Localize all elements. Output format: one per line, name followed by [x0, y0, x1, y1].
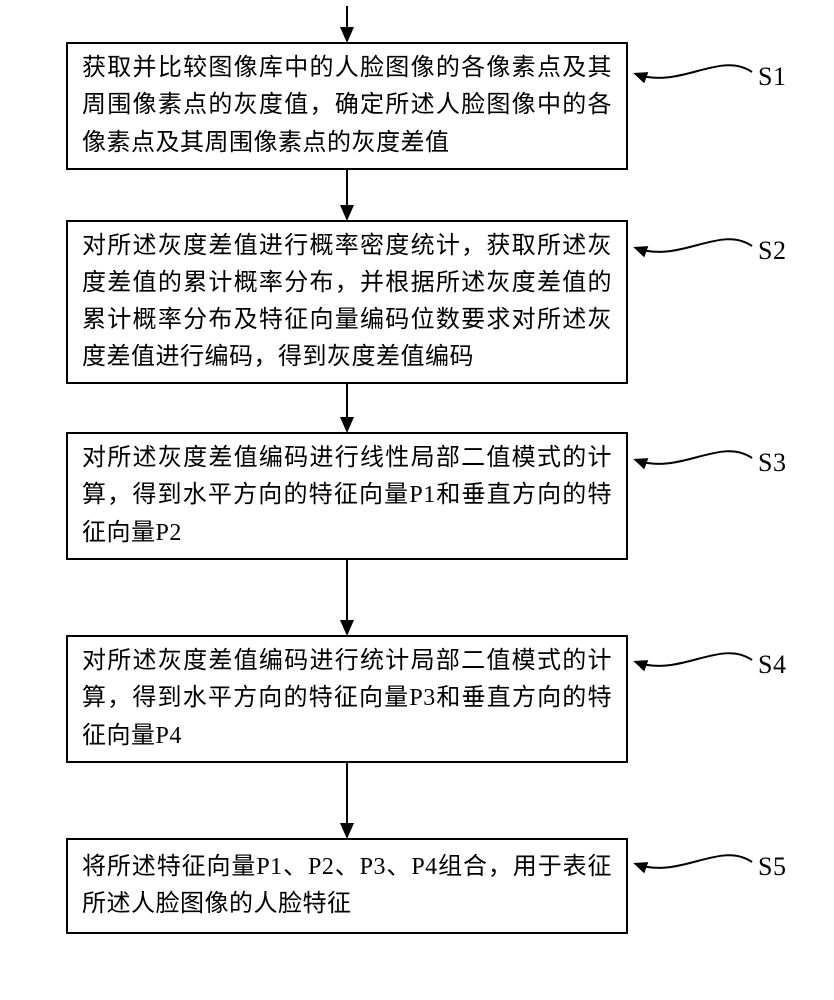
- connector-s2: [636, 239, 752, 252]
- step-box-s5: 将所述特征向量P1、P2、P3、P4组合，用于表征所述人脸图像的人脸特征: [66, 838, 628, 934]
- step-label-s5: S5: [758, 852, 786, 882]
- connector-s5: [636, 855, 752, 868]
- flowchart-canvas: 获取并比较图像库中的人脸图像的各像素点及其周围像素点的灰度值，确定所述人脸图像中…: [0, 0, 834, 1000]
- step-label-s4: S4: [758, 650, 786, 680]
- step-label-s1: S1: [758, 62, 786, 92]
- step-box-s2: 对所述灰度差值进行概率密度统计，获取所述灰度差值的累计概率分布，并根据所述灰度差…: [66, 220, 628, 384]
- step-text-s2: 对所述灰度差值进行概率密度统计，获取所述灰度差值的累计概率分布，并根据所述灰度差…: [82, 228, 612, 377]
- step-box-s3: 对所述灰度差值编码进行线性局部二值模式的计算，得到水平方向的特征向量P1和垂直方…: [66, 432, 628, 560]
- step-text-s3: 对所述灰度差值编码进行线性局部二值模式的计算，得到水平方向的特征向量P1和垂直方…: [82, 440, 612, 552]
- step-label-s2: S2: [758, 236, 786, 266]
- step-box-s4: 对所述灰度差值编码进行统计局部二值模式的计算，得到水平方向的特征向量P3和垂直方…: [66, 635, 628, 763]
- connector-s1: [636, 65, 752, 78]
- step-box-s1: 获取并比较图像库中的人脸图像的各像素点及其周围像素点的灰度值，确定所述人脸图像中…: [66, 42, 628, 170]
- connector-s4: [636, 653, 752, 666]
- step-label-s3: S3: [758, 448, 786, 478]
- step-text-s1: 获取并比较图像库中的人脸图像的各像素点及其周围像素点的灰度值，确定所述人脸图像中…: [82, 50, 612, 162]
- step-text-s4: 对所述灰度差值编码进行统计局部二值模式的计算，得到水平方向的特征向量P3和垂直方…: [82, 643, 612, 755]
- connector-s3: [636, 451, 752, 464]
- step-text-s5: 将所述特征向量P1、P2、P3、P4组合，用于表征所述人脸图像的人脸特征: [82, 849, 612, 923]
